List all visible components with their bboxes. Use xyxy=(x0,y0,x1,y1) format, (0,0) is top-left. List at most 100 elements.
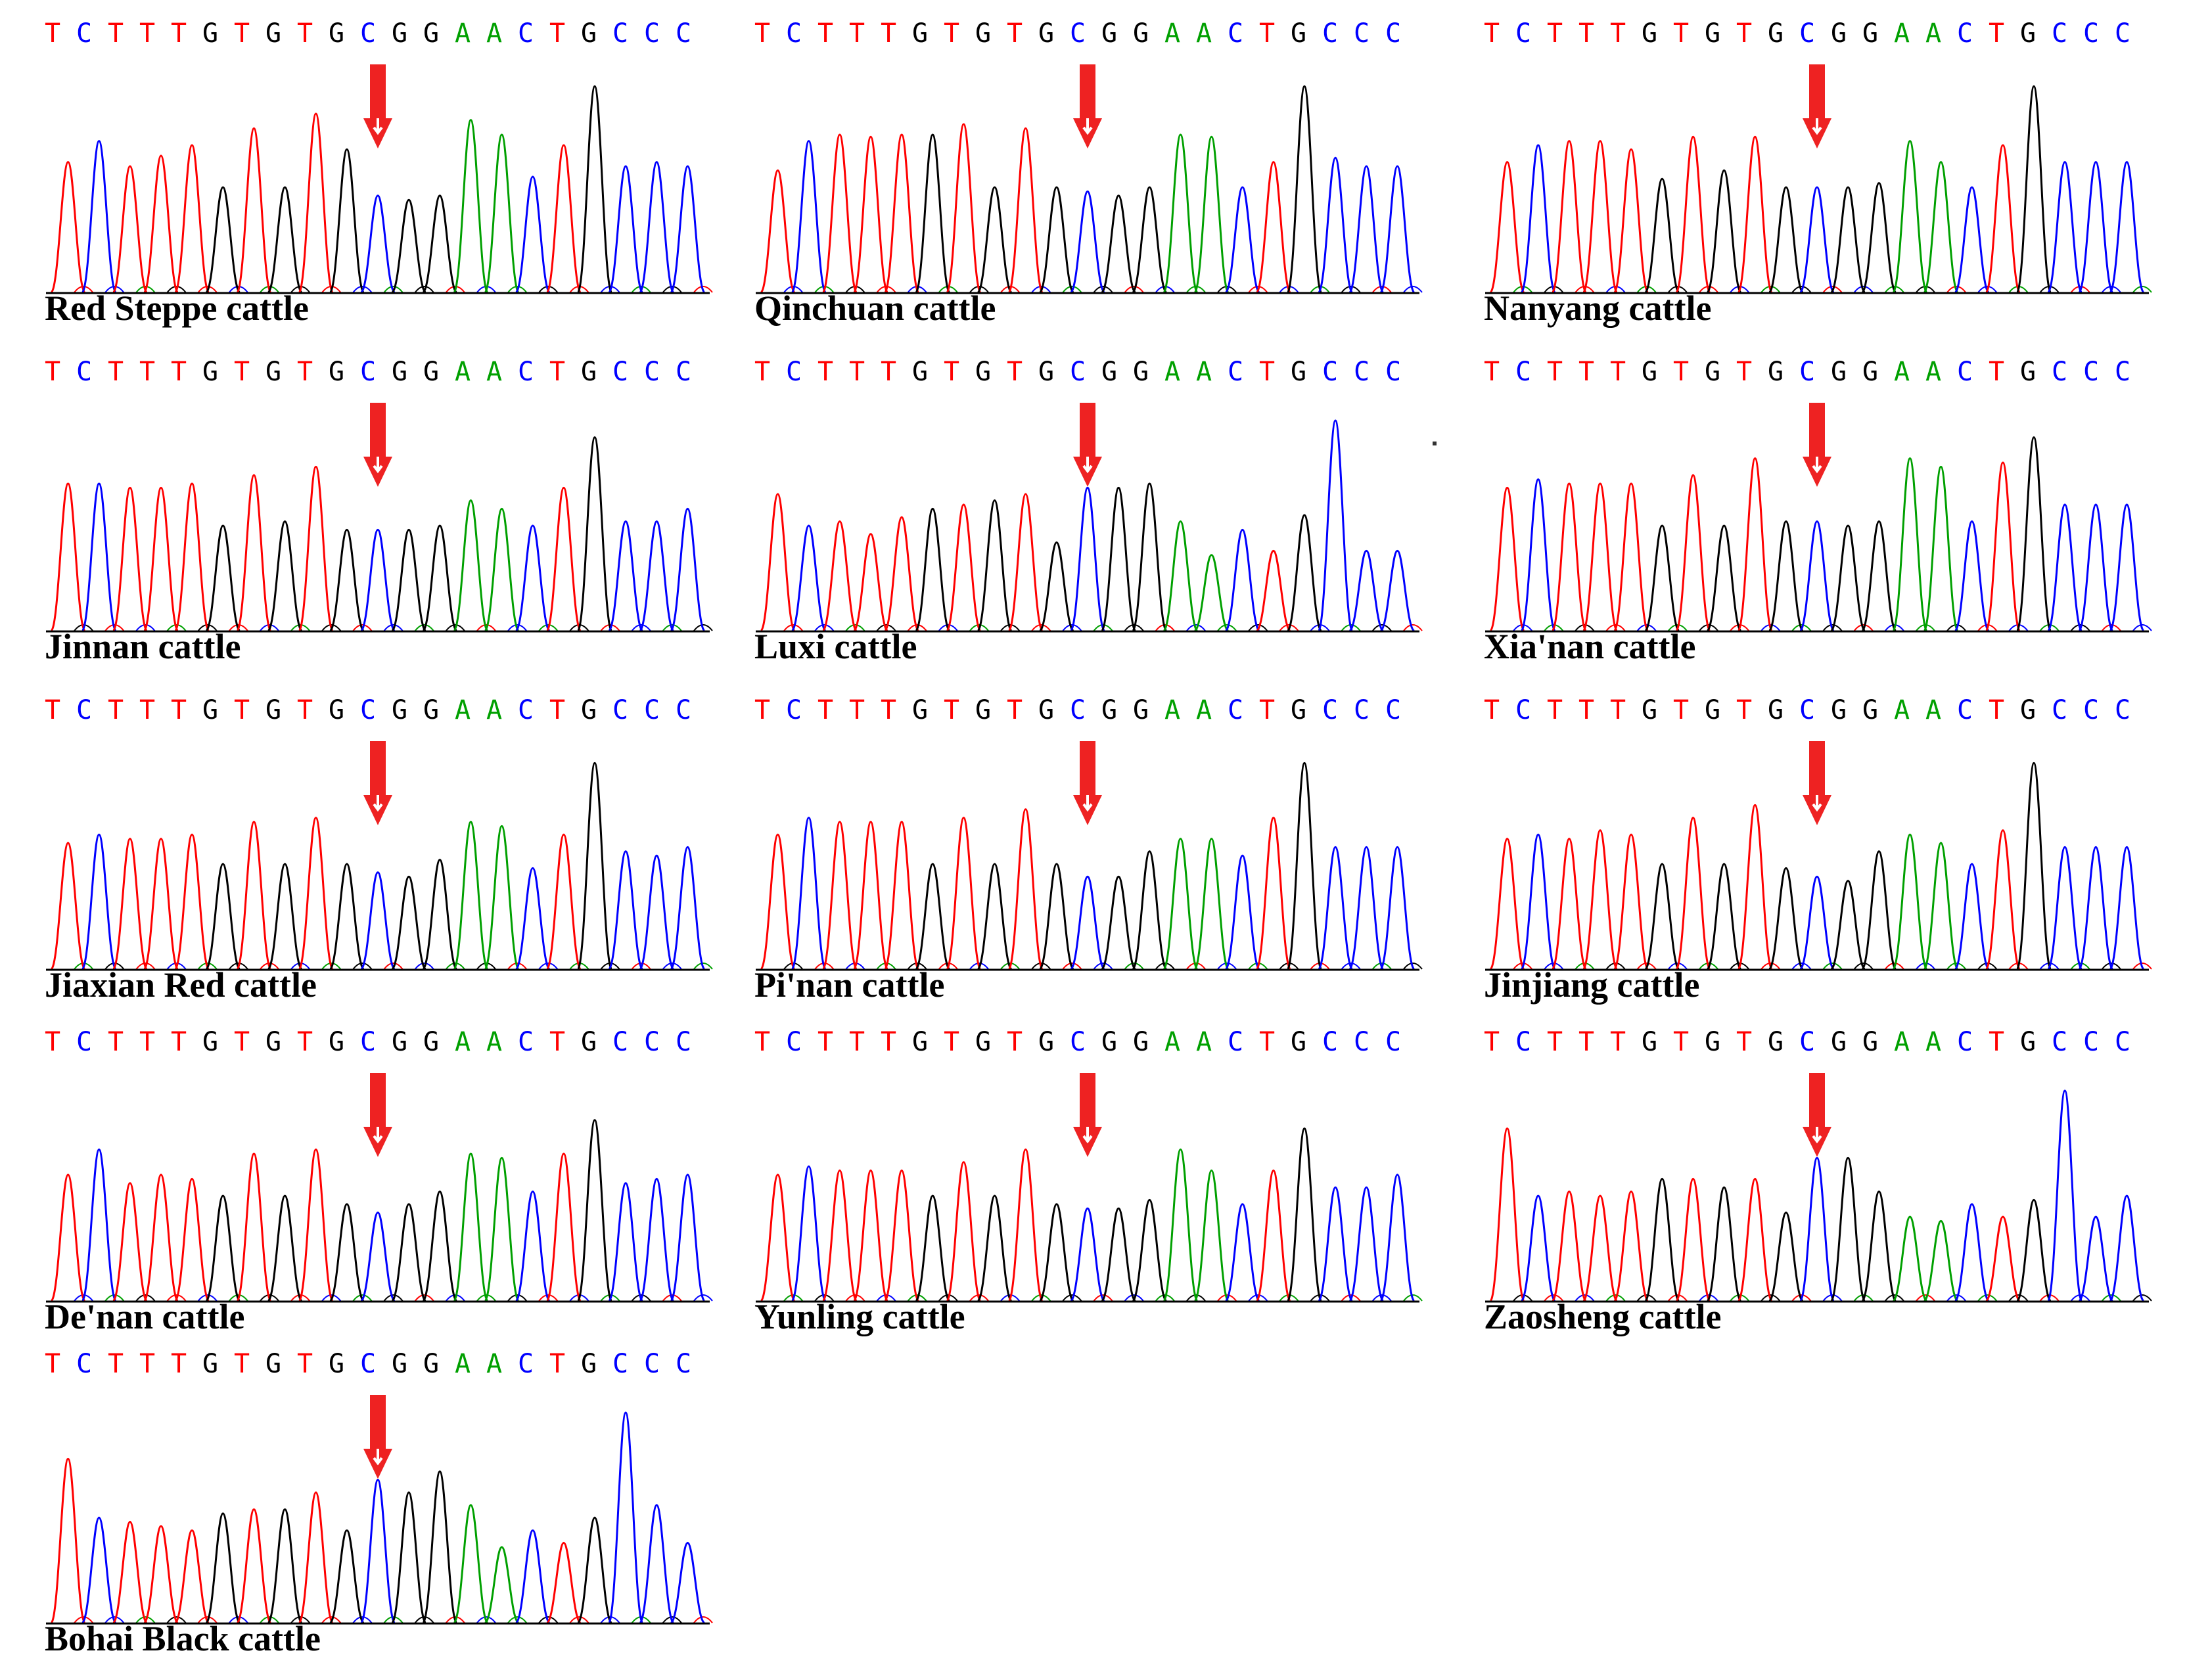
snp-arrow-icon xyxy=(363,403,392,487)
background-noise xyxy=(321,624,342,631)
peak xyxy=(204,863,241,970)
background-noise xyxy=(845,286,865,293)
trace-plot xyxy=(46,436,713,633)
peak xyxy=(143,1525,179,1624)
arrow-highlight xyxy=(373,795,383,812)
peak xyxy=(1985,461,2021,632)
base-call-letter: T xyxy=(296,357,319,387)
base-call-letter: C xyxy=(2051,1027,2073,1057)
base-call-letter: T xyxy=(1609,18,1632,49)
base-call-letter: A xyxy=(1195,357,1218,387)
peak xyxy=(359,1212,396,1302)
peak xyxy=(1737,804,1774,970)
background-noise xyxy=(1730,1294,1749,1302)
background-noise xyxy=(1668,624,1688,631)
background-noise xyxy=(1761,286,1781,293)
background-noise xyxy=(2132,286,2152,293)
peak xyxy=(1799,875,1835,970)
background-noise xyxy=(2070,624,2090,631)
peak xyxy=(453,821,489,970)
snp-arrow-icon xyxy=(1073,64,1102,148)
background-noise xyxy=(2102,1294,2121,1302)
base-call-letter: A xyxy=(486,1027,508,1057)
background-noise xyxy=(1186,963,1206,970)
background-noise xyxy=(476,1616,496,1623)
background-noise xyxy=(662,286,682,293)
base-call-letter: G xyxy=(265,695,287,725)
peak xyxy=(1613,482,1649,632)
background-noise xyxy=(1636,624,1657,631)
background-noise xyxy=(1341,286,1361,293)
base-call-letter: C xyxy=(1353,695,1375,725)
peak xyxy=(2077,503,2114,632)
peak xyxy=(1317,156,1354,294)
background-noise xyxy=(969,624,989,631)
background-noise xyxy=(135,1616,156,1623)
base-call-letter: G xyxy=(2019,18,2042,49)
trace-plot xyxy=(756,1127,1423,1303)
background-noise xyxy=(260,1294,279,1302)
background-noise xyxy=(1668,1294,1688,1302)
background-noise xyxy=(693,286,713,293)
peak xyxy=(1348,1186,1385,1302)
peak xyxy=(852,1169,889,1302)
chromatogram-panel: T C T T T G T G T G C G G A A C T G C C C Zaosheng cattle xyxy=(1479,1022,2155,1353)
background-noise xyxy=(1513,286,1532,293)
base-call-letter: A xyxy=(1893,695,1916,725)
base-call-letter: T xyxy=(1609,1027,1632,1057)
base-call-letter: T xyxy=(1483,695,1506,725)
base-call-letter: T xyxy=(754,695,776,725)
base-call-letter: T xyxy=(549,1027,571,1057)
peak xyxy=(1100,1207,1137,1302)
background-noise xyxy=(845,1294,865,1302)
peak xyxy=(173,144,210,294)
background-noise xyxy=(1885,963,1904,970)
peak xyxy=(977,186,1013,294)
peak xyxy=(515,175,551,294)
base-call-letter: G xyxy=(1767,357,1789,387)
background-noise xyxy=(1513,1294,1532,1302)
base-call-letter: C xyxy=(1227,695,1249,725)
base-call-letter: T xyxy=(1258,18,1281,49)
peak xyxy=(1379,1173,1416,1302)
snp-arrow-icon xyxy=(1073,1073,1102,1157)
base-call-letter: C xyxy=(612,18,634,49)
base-call-letter: C xyxy=(2051,695,2073,725)
background-noise xyxy=(446,624,465,631)
base-call-letter: C xyxy=(1385,1027,1407,1057)
peak xyxy=(1737,457,1774,632)
peak xyxy=(1954,1203,1991,1302)
base-call-letter: A xyxy=(454,357,476,387)
background-noise xyxy=(507,1616,527,1623)
peak xyxy=(421,194,458,294)
peak xyxy=(204,186,241,294)
peak xyxy=(1520,478,1557,632)
background-noise xyxy=(74,624,93,631)
peak xyxy=(298,817,334,970)
background-noise xyxy=(229,286,248,293)
base-call-letter: T xyxy=(233,357,256,387)
peak xyxy=(545,486,582,632)
base-call-letter: T xyxy=(170,1027,193,1057)
background-noise xyxy=(135,1294,156,1302)
background-noise xyxy=(1310,1294,1330,1302)
peak xyxy=(2046,503,2083,632)
background-noise xyxy=(1513,963,1532,970)
base-call-letter: C xyxy=(1799,357,1821,387)
peak xyxy=(791,1165,827,1302)
peak xyxy=(1892,457,1928,632)
base-call-letter: A xyxy=(454,1349,476,1379)
base-call-letter: T xyxy=(1988,1027,2010,1057)
base-call-letter: T xyxy=(296,18,319,49)
peak xyxy=(81,140,118,294)
background-noise xyxy=(2102,624,2121,631)
peak xyxy=(390,528,427,632)
base-call-letter: T xyxy=(1546,357,1569,387)
breed-label: De'nan cattle xyxy=(45,1297,245,1336)
arrow-shape xyxy=(363,741,392,825)
peak xyxy=(1892,140,1928,294)
base-call-letter: T xyxy=(170,695,193,725)
background-noise xyxy=(383,963,403,970)
background-noise xyxy=(1699,624,1718,631)
peak xyxy=(173,833,210,970)
